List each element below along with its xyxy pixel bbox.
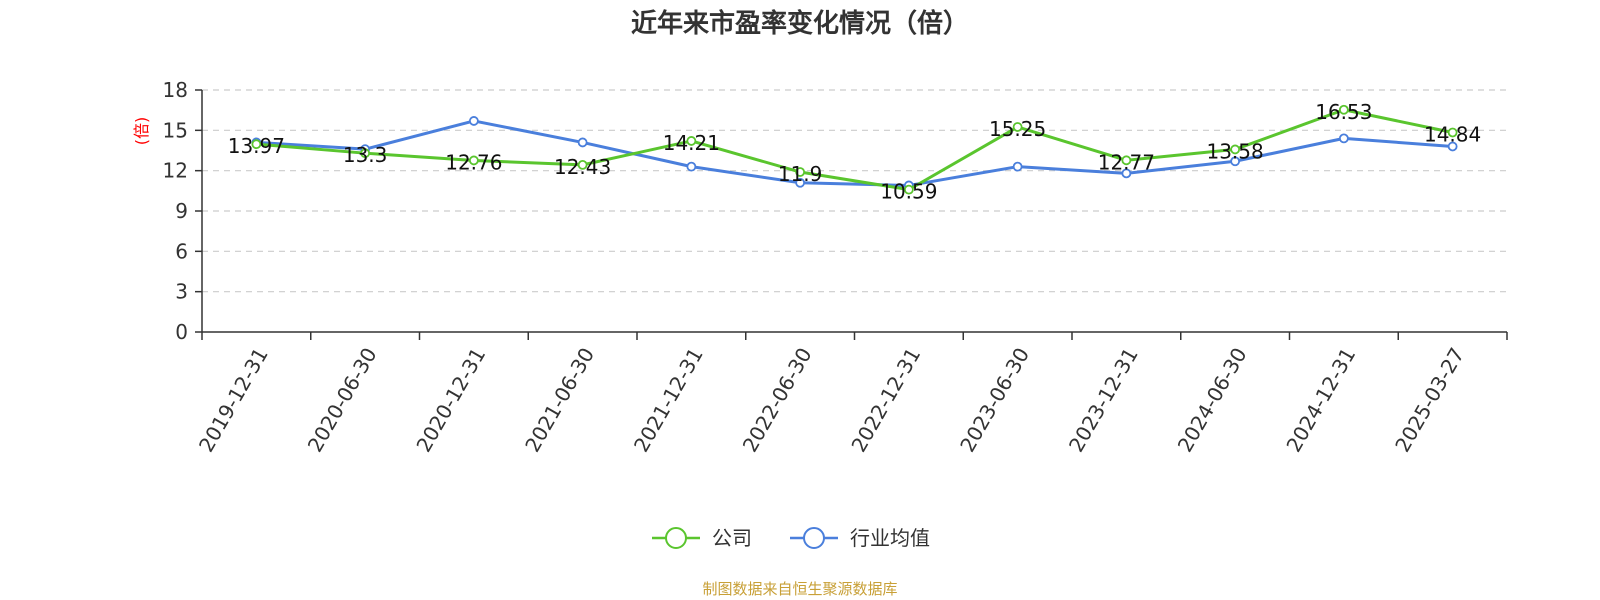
y-tick-label: 12 bbox=[163, 159, 188, 183]
data-point bbox=[251, 139, 262, 150]
y-tick-label: 0 bbox=[175, 320, 188, 344]
data-point bbox=[360, 148, 371, 159]
data-labels: 13.97 13.3 12.76 12.43 14.21 11.9 10.59 15.25 12… bbox=[228, 100, 1482, 204]
data-point bbox=[1447, 127, 1458, 138]
x-tick-label: 2024-06-30 bbox=[1173, 344, 1252, 457]
data-point bbox=[468, 155, 479, 166]
data-point bbox=[903, 184, 914, 195]
data-point bbox=[577, 159, 588, 170]
data-label: 13.97 bbox=[228, 134, 285, 158]
data-point bbox=[1230, 144, 1241, 155]
data-point bbox=[795, 167, 806, 177]
data-label: 10.59 bbox=[880, 180, 937, 204]
grid-lines bbox=[202, 89, 1507, 293]
y-tick-label: 6 bbox=[175, 239, 188, 263]
data-point bbox=[1230, 156, 1241, 167]
data-label: 14.21 bbox=[663, 131, 720, 155]
x-tick-label: 2025-03-27 bbox=[1390, 344, 1469, 457]
chart-title: 近年来市盈率变化情况（倍） bbox=[631, 8, 969, 39]
data-point bbox=[686, 161, 697, 172]
legend-label: 行业均值 bbox=[850, 526, 930, 550]
x-tick-label: 2021-12-31 bbox=[629, 344, 708, 457]
data-point bbox=[1338, 133, 1349, 144]
x-tick-label: 2020-12-31 bbox=[411, 344, 490, 457]
x-tick-label: 2023-06-30 bbox=[955, 344, 1034, 457]
y-tick-label: 18 bbox=[163, 78, 188, 102]
data-point bbox=[1338, 104, 1349, 115]
data-label: 15.25 bbox=[989, 117, 1046, 141]
x-tick-label: 2023-12-31 bbox=[1064, 344, 1143, 457]
y-axis-label: (倍) bbox=[132, 117, 151, 146]
source-note: 制图数据来自恒生聚源数据库 bbox=[702, 580, 897, 598]
data-point bbox=[468, 116, 479, 126]
x-tick-label: 2022-12-31 bbox=[846, 344, 925, 457]
data-label: 16.53 bbox=[1315, 100, 1372, 124]
data-point bbox=[795, 177, 806, 188]
y-tick-label: 15 bbox=[163, 118, 188, 142]
series-line-0 bbox=[256, 108, 1453, 192]
data-point bbox=[1012, 161, 1023, 172]
data-label: 11.9 bbox=[778, 162, 823, 186]
legend-label: 公司 bbox=[712, 526, 752, 550]
data-label: 12.77 bbox=[1098, 150, 1155, 174]
data-label: 13.58 bbox=[1206, 139, 1263, 163]
y-ticks: 0 3 6 9 12 15 18 bbox=[163, 78, 202, 344]
y-tick-label: 3 bbox=[175, 280, 188, 304]
legend-marker bbox=[665, 527, 687, 549]
data-point bbox=[1012, 122, 1023, 132]
series-line-1 bbox=[256, 119, 1453, 187]
data-point bbox=[686, 136, 697, 146]
data-point bbox=[1121, 168, 1132, 179]
data-point bbox=[577, 137, 588, 148]
x-tick-label: 2022-06-30 bbox=[738, 344, 817, 457]
x-tick-label: 2021-06-30 bbox=[520, 344, 599, 457]
x-ticks: 2019-12-31 2020-06-30 2020-12-31 2021-06-30… bbox=[194, 332, 1508, 457]
data-label: 12.43 bbox=[554, 155, 611, 179]
series-lines bbox=[251, 104, 1458, 195]
data-label: 13.3 bbox=[343, 143, 388, 167]
y-tick-label: 9 bbox=[175, 199, 188, 223]
data-point bbox=[1447, 141, 1458, 152]
data-label: 12.76 bbox=[445, 150, 502, 174]
legend: 公司 行业均值 bbox=[652, 526, 930, 550]
x-tick-label: 2020-06-30 bbox=[303, 344, 382, 457]
data-label: 14.84 bbox=[1424, 122, 1481, 146]
data-point bbox=[1121, 155, 1132, 166]
x-tick-label: 2024-12-31 bbox=[1281, 344, 1360, 457]
legend-marker bbox=[803, 527, 825, 549]
x-tick-label: 2019-12-31 bbox=[194, 344, 273, 457]
